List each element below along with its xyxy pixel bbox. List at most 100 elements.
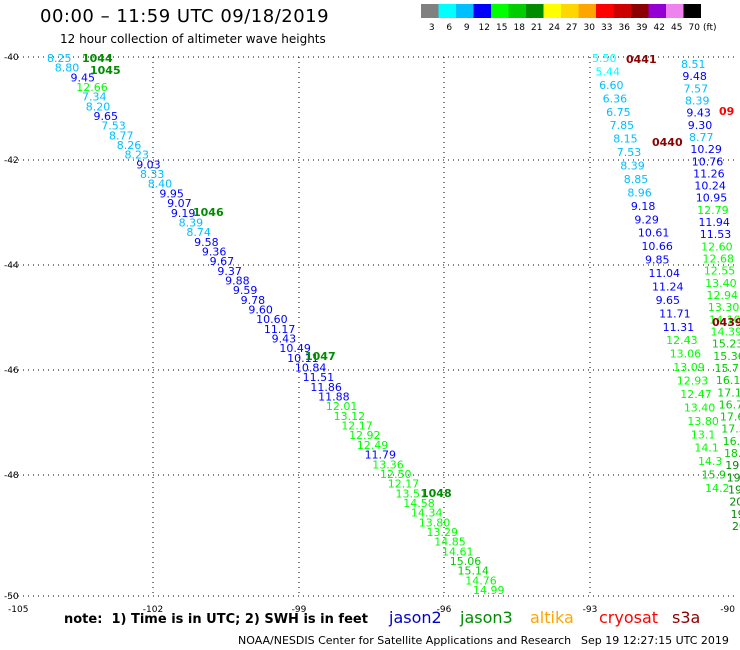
satellite-track-left: 8.258.809.4512.667.348.209.657.538.778.2… xyxy=(47,52,505,597)
wave-height-value: 6.75 xyxy=(606,106,631,119)
wave-height-value: 8.23 xyxy=(124,149,149,162)
wave-height-value: 15.7 xyxy=(715,362,740,375)
color-swatch xyxy=(561,4,579,18)
wave-height-value: 13.80 xyxy=(687,415,719,428)
wave-height-value: 8.39 xyxy=(685,94,710,107)
wave-height-value: 14.2 xyxy=(705,482,730,495)
wave-height-value: 11.26 xyxy=(693,167,725,180)
wave-height-value: 7.53 xyxy=(617,146,642,159)
wave-height-value: 11.31 xyxy=(663,321,695,334)
latitude-label: -50 xyxy=(4,592,19,602)
color-swatch-label: 45 xyxy=(671,23,682,32)
wave-height-value: 9.03 xyxy=(136,158,161,171)
color-unit-label: (ft) xyxy=(703,23,717,32)
wave-height-value: 10.66 xyxy=(641,240,673,253)
wave-height-value: 8.77 xyxy=(109,129,134,142)
wave-height-value: 10.84 xyxy=(295,362,327,375)
longitude-label: -105 xyxy=(8,605,28,615)
pass-time-label: 1046 xyxy=(193,206,224,219)
wave-height-value: 12.94 xyxy=(707,289,739,302)
wave-height-value: 10.49 xyxy=(279,342,311,355)
wave-height-value: 15.14 xyxy=(458,565,490,578)
wave-height-value: 12.79 xyxy=(697,204,729,217)
color-swatch xyxy=(421,4,439,18)
longitude-label: -102 xyxy=(143,605,163,615)
wave-height-value: 11.88 xyxy=(318,391,350,404)
color-swatch-label: 21 xyxy=(531,23,542,32)
wave-height-value: 14.10 xyxy=(709,313,740,326)
wave-height-value: 12.49 xyxy=(357,439,389,452)
color-swatch xyxy=(456,4,474,18)
wave-height-value: 12.01 xyxy=(326,400,358,413)
axis-tick-labels: -105 -102 -99 -96 -93 -90 -40 -42 -44 -46 -48 -50 xyxy=(4,53,735,615)
color-swatch xyxy=(543,4,561,18)
wave-height-value: 8.39 xyxy=(620,160,645,173)
satellite-track-right-b: 8.519.487.578.399.439.308.7710.2910.7611… xyxy=(681,58,740,533)
wave-height-value: 14.34 xyxy=(411,507,443,520)
wave-height-value: 15.23 xyxy=(712,338,740,351)
color-swatch-label: 18 xyxy=(514,23,526,32)
color-swatch-label: 6 xyxy=(446,23,452,32)
wave-height-value: 19 xyxy=(725,459,739,472)
wave-height-value: 9.60 xyxy=(248,303,273,316)
wave-height-value: 18.5 xyxy=(724,447,740,460)
wave-height-value: 5.50 xyxy=(592,52,617,65)
wave-height-value: 10.29 xyxy=(690,143,722,156)
wave-height-value: 19 xyxy=(728,484,740,497)
wave-height-value: 14.39 xyxy=(711,325,740,338)
color-swatch-label: 36 xyxy=(619,23,631,32)
wave-height-value: 12.17 xyxy=(388,478,420,491)
wave-height-value: 11.79 xyxy=(365,449,397,462)
wave-height-value: 9.67 xyxy=(210,255,235,268)
wave-height-value: 13.80 xyxy=(419,516,451,529)
wave-height-value: 9.43 xyxy=(272,333,297,346)
wave-height-value: 13.51 xyxy=(396,487,428,500)
satellite-legend-altika: altika xyxy=(530,608,574,627)
wave-height-value: 12.47 xyxy=(680,388,712,401)
wave-height-value: 12.60 xyxy=(701,240,733,253)
wave-height-value: 11.24 xyxy=(652,280,684,293)
wave-height-value: 9.18 xyxy=(631,200,656,213)
satellite-legend-s3a: s3a xyxy=(672,608,701,627)
wave-height-value: 9.37 xyxy=(217,265,242,278)
longitude-label: -90 xyxy=(720,605,735,615)
wave-height-value: 7.53 xyxy=(101,120,126,133)
satellite-legend-jason2: jason2 xyxy=(389,608,442,627)
wave-height-value: 14.85 xyxy=(434,536,466,549)
satellite-legend-jason3: jason3 xyxy=(460,608,513,627)
color-swatch-label: 24 xyxy=(549,23,561,32)
wave-height-value: 12.92 xyxy=(349,429,381,442)
wave-height-value: 8.25 xyxy=(47,52,72,65)
wave-height-value: 9.45 xyxy=(70,71,95,84)
wave-height-value: 13.30 xyxy=(708,301,740,314)
pass-time-label: 0439 xyxy=(712,316,740,329)
wave-height-value: 14.99 xyxy=(473,584,505,597)
wave-height-value: 15.36 xyxy=(713,350,740,363)
color-swatch-label: 9 xyxy=(464,23,470,32)
wave-height-value: 14.1 xyxy=(694,442,719,455)
color-swatch xyxy=(613,4,631,18)
wave-height-value: 8.33 xyxy=(140,168,165,181)
color-swatch xyxy=(491,4,509,18)
page-subtitle: 12 hour collection of altimeter wave hei… xyxy=(60,32,326,46)
wave-height-value: 8.20 xyxy=(86,100,111,113)
wave-height-value: 13.40 xyxy=(684,401,716,414)
wave-height-value: 17.3 xyxy=(721,423,740,436)
longitude-label: -99 xyxy=(292,605,307,615)
wave-height-value: 9.58 xyxy=(194,236,219,249)
wave-height-value: 12.50 xyxy=(380,468,412,481)
wave-height-value: 14.61 xyxy=(442,545,474,558)
color-swatch-label: 33 xyxy=(601,23,612,32)
wave-height-value: 15.06 xyxy=(450,555,482,568)
wave-height-value: 9.65 xyxy=(93,110,118,123)
pass-time-label: 1047 xyxy=(305,350,336,363)
wave-height-value: 9.29 xyxy=(634,213,659,226)
wave-height-value: 13.06 xyxy=(670,348,702,361)
wave-height-value: 8.51 xyxy=(681,58,706,71)
pass-time-label: 0440 xyxy=(652,136,683,149)
wave-height-value: 9.07 xyxy=(167,197,192,210)
wave-height-value: 8.15 xyxy=(613,133,638,146)
wave-height-value: 13.09 xyxy=(673,361,705,374)
wave-height-value: 9.65 xyxy=(656,294,681,307)
